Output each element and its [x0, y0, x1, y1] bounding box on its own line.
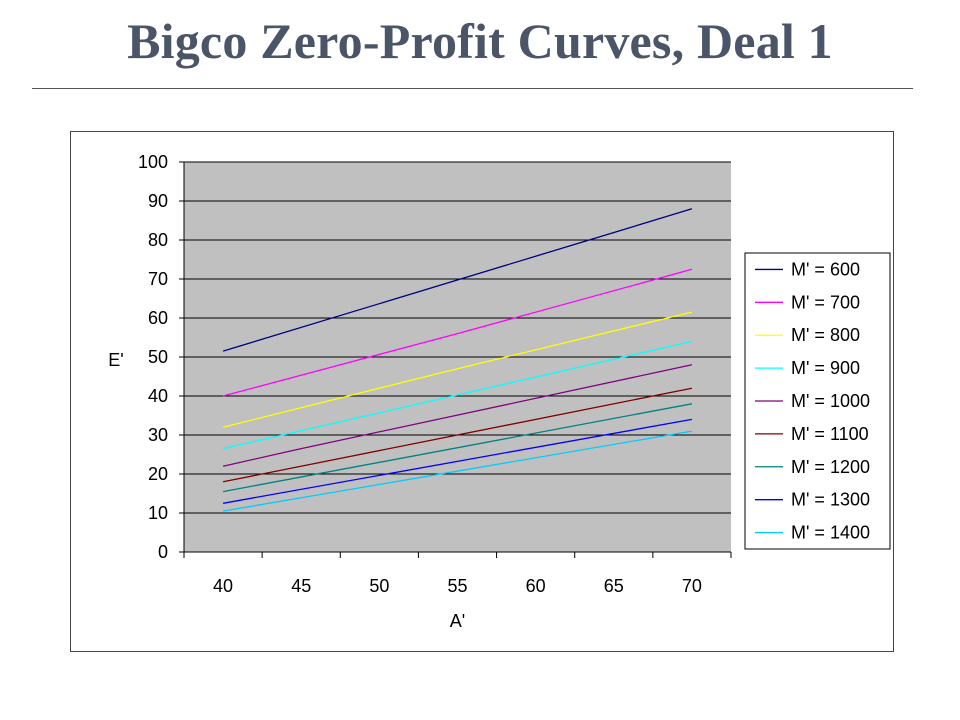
series-line [222, 311, 693, 428]
y-tick-label: 80 [148, 230, 168, 250]
series-line [222, 208, 693, 352]
x-tick-label: 50 [369, 576, 389, 596]
series-line [222, 364, 693, 467]
series-line [222, 430, 693, 512]
x-tick-label: 65 [604, 576, 624, 596]
x-tick-label: 55 [447, 576, 467, 596]
legend-label: M' = 1000 [791, 391, 870, 411]
legend: M' = 600 M' = 700 M' = 800 M' = 900 M' = 100… [744, 252, 891, 550]
legend-label: M' = 1300 [791, 490, 870, 510]
y-tick-label: 50 [148, 347, 168, 367]
y-tick-label: 10 [148, 503, 168, 523]
series-line [222, 387, 693, 483]
y-tick-label: 20 [148, 464, 168, 484]
series-line [222, 340, 693, 450]
y-tick-label: 0 [158, 542, 168, 562]
y-tick-label: 30 [148, 425, 168, 445]
legend-label: M' = 1400 [791, 523, 870, 543]
plot-area [184, 161, 731, 553]
title-divider [32, 88, 913, 89]
legend-label: M' = 1100 [791, 424, 869, 444]
x-axis-title: A' [450, 611, 465, 631]
legend-label: M' = 800 [791, 325, 860, 345]
legend-label: M' = 900 [791, 358, 860, 378]
series-line [222, 418, 693, 504]
y-tick-label: 70 [148, 269, 168, 289]
x-tick-label: 40 [213, 576, 233, 596]
series-line [222, 268, 693, 397]
axes: 0 10 20 30 40 50 60 70 80 90 100 40 45 50 55 60 65 70 A' E' [108, 152, 732, 631]
legend-label: M' = 1200 [791, 457, 870, 477]
x-tick-label: 45 [291, 576, 311, 596]
x-tick-label: 70 [682, 576, 702, 596]
y-tick-label: 40 [148, 386, 168, 406]
legend-label: M' = 600 [791, 259, 860, 279]
slide-title: Bigco Zero-Profit Curves, Deal 1 [127, 13, 833, 69]
series-line [222, 403, 693, 493]
x-tick-label: 60 [526, 576, 546, 596]
series-lines [222, 208, 693, 512]
y-tick-label: 60 [148, 308, 168, 328]
y-tick-label: 90 [148, 191, 168, 211]
y-axis-title: E' [108, 350, 123, 370]
legend-label: M' = 700 [791, 292, 860, 312]
y-tick-label: 100 [138, 152, 168, 172]
